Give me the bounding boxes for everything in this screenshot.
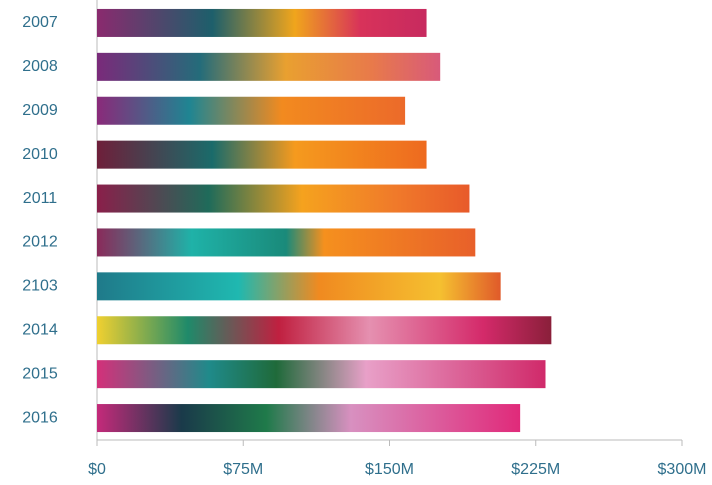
bar: [97, 184, 470, 213]
y-tick-label: 2014: [22, 321, 58, 338]
bar: [97, 316, 552, 345]
y-tick-label: 2009: [22, 102, 58, 119]
y-tick-label: 2007: [22, 14, 58, 31]
bar: [97, 404, 521, 433]
bar: [97, 52, 441, 81]
bar: [97, 272, 501, 301]
y-tick-label: 2008: [22, 58, 58, 75]
y-tick-label: 2103: [22, 278, 58, 295]
x-tick-label: $150M: [365, 461, 414, 478]
y-tick-label: 2015: [22, 365, 58, 382]
y-tick-label: 2011: [23, 190, 58, 207]
bar: [97, 96, 406, 125]
x-tick-label: $75M: [223, 461, 263, 478]
bar: [97, 140, 427, 169]
x-tick-label: $300M: [658, 461, 707, 478]
y-tick-label: 2016: [22, 409, 58, 426]
y-tick-label: 2010: [22, 146, 58, 163]
x-tick-label: $0: [88, 461, 106, 478]
x-tick-label: $225M: [511, 461, 560, 478]
bar: [97, 228, 476, 257]
y-tick-label: 2012: [22, 234, 58, 251]
bar: [97, 8, 427, 37]
bar: [97, 360, 546, 389]
